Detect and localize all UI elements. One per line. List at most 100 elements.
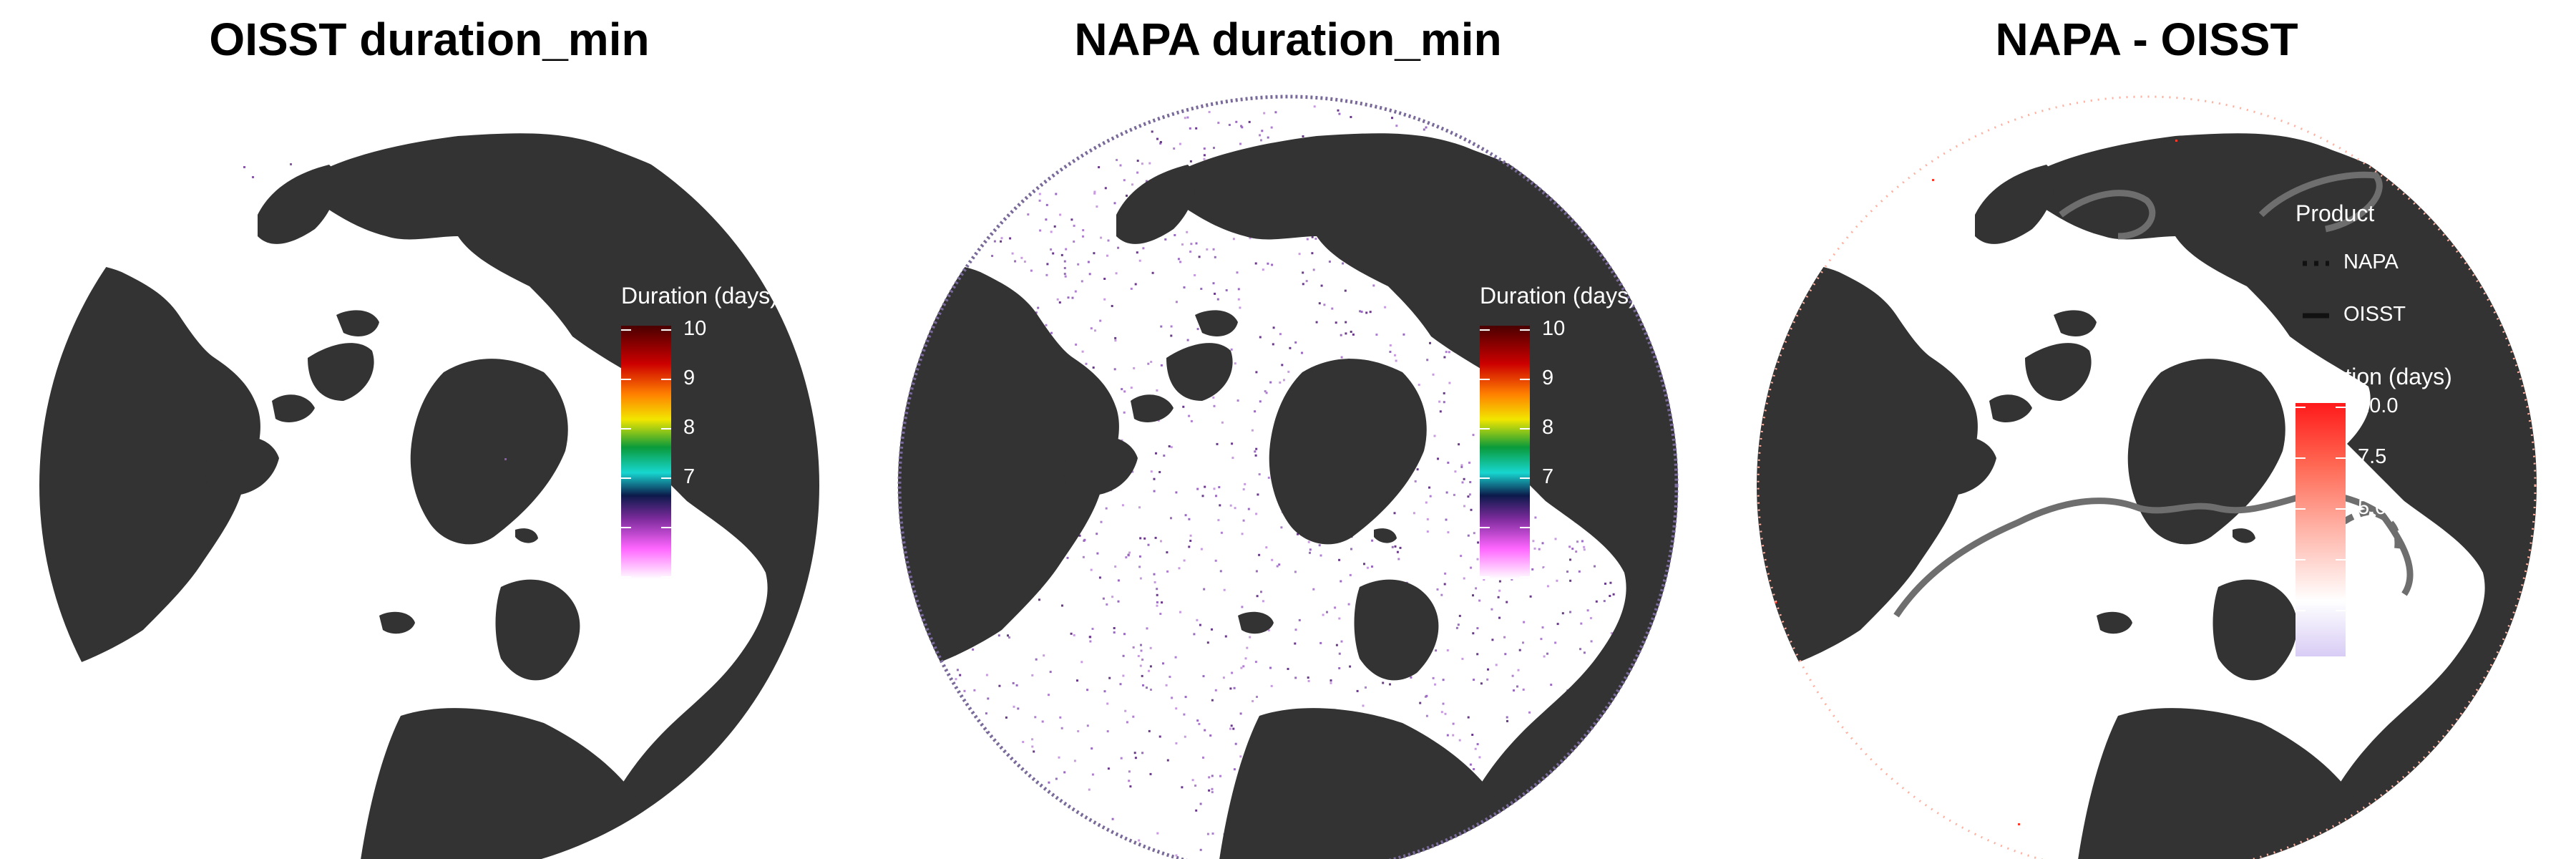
data-speck [1087,261,1090,263]
data-speck [1189,251,1192,253]
data-speck [1214,256,1216,258]
data-speck [1511,578,1513,581]
data-speck [1234,742,1237,745]
data-speck [1448,351,1450,354]
data-speck [1231,442,1234,445]
data-speck [1149,772,1152,775]
tick-label: 9 [1542,367,1554,389]
data-speck [1534,516,1537,519]
data-speck [1394,545,1397,548]
land-iceland [379,611,415,634]
data-speck [1175,491,1178,494]
data-speck [1335,321,1337,324]
tick-label: 7 [1542,465,1554,488]
data-speck [1579,648,1581,651]
data-speck [1055,777,1058,780]
data-speck [1146,627,1148,630]
data-speck [1255,447,1258,450]
data-speck [1170,325,1173,328]
data-speck [1140,644,1142,646]
land-iceland [1238,611,1274,634]
data-speck [1096,552,1099,555]
data-speck [1200,288,1203,290]
data-speck [987,697,990,700]
land-svalbard [1374,528,1397,543]
data-speck [1256,696,1258,698]
data-speck [1546,652,1548,655]
data-speck [1319,554,1322,557]
data-speck [1432,373,1435,376]
data-speck [1538,548,1541,550]
data-speck [1251,429,1254,432]
data-speck [1467,716,1470,719]
data-speck [1446,649,1449,651]
data-speck [1522,688,1525,691]
data-speck [1073,759,1076,762]
data-speck [1113,202,1116,205]
data-speck [1067,296,1070,299]
data-speck [1426,530,1429,533]
data-speck [1326,611,1328,613]
data-speck [1194,274,1196,276]
data-speck [1344,289,1347,292]
data-speck [1410,676,1413,679]
land-archipelago-2 [2054,310,2097,336]
data-speck [1060,253,1063,256]
data-speck [1369,311,1372,314]
data-speck [1340,356,1343,359]
land-archipelago-1 [2025,343,2092,401]
data-speck [1208,111,1211,113]
data-speck [1045,218,1048,221]
data-speck [1031,738,1034,741]
data-speck [1141,659,1144,661]
data-speck [1472,594,1474,597]
data-speck [1100,520,1103,523]
data-speck [1165,684,1168,686]
data-speck [1531,568,1534,571]
data-speck [1610,632,1613,635]
data-speck [1186,339,1189,341]
data-speck [1517,669,1520,671]
data-speck [1000,237,1003,240]
data-speck [1359,310,1362,313]
data-speck [1279,381,1282,384]
data-speck [1158,471,1161,473]
data-speck [1009,237,1012,240]
data-speck [1395,125,1398,127]
data-speck [1566,571,1568,573]
data-speck [1007,634,1009,637]
data-speck [1174,234,1176,236]
data-speck [1011,252,1014,255]
data-speck [1436,588,1439,591]
data-speck [1073,224,1075,227]
data-speck [1177,258,1180,261]
data-speck [1263,112,1266,115]
data-speck [1583,651,1586,654]
data-speck [1140,649,1143,652]
data-speck [1312,268,1315,271]
data-speck [1126,194,1128,197]
data-speck [993,240,996,243]
data-speck [1365,686,1367,689]
data-speck [1188,518,1191,520]
land-archipelago-2 [336,310,379,336]
data-speck [1206,641,1209,644]
data-speck [1166,570,1169,573]
data-speck [1123,411,1126,414]
data-speck [1153,573,1156,576]
data-speck [1147,362,1150,365]
data-speck [1223,588,1226,591]
data-speck [1458,443,1460,446]
data-speck [1183,559,1186,562]
data-speck [959,674,962,676]
land-north-america [39,264,260,668]
data-speck [1425,126,1428,129]
data-speck [1309,551,1311,554]
data-speck [1203,154,1206,157]
data-speck [1178,567,1181,570]
data-speck [1038,193,1041,195]
data-speck [1012,681,1015,684]
data-speck [1138,566,1141,568]
data-speck [1442,679,1445,681]
data-speck [1202,675,1205,678]
